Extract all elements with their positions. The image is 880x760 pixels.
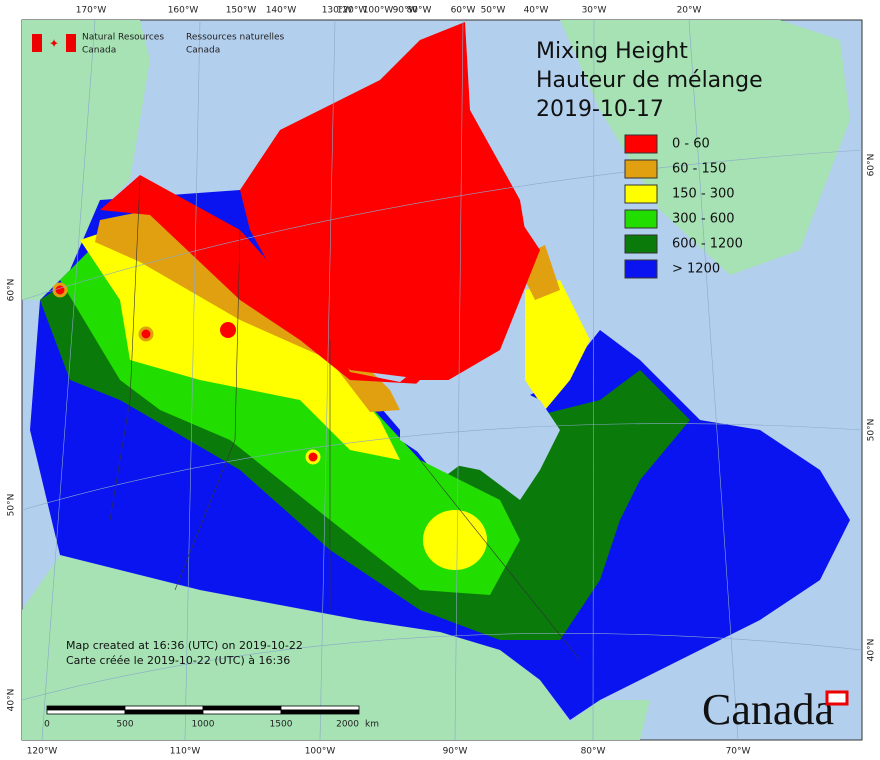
scale-segment bbox=[202, 705, 282, 711]
longitude-label: 150°W bbox=[226, 6, 257, 16]
scale-segment bbox=[124, 709, 204, 715]
title: Hauteur de mélange bbox=[536, 68, 763, 93]
legend-swatch bbox=[624, 259, 658, 279]
legend-swatch bbox=[624, 184, 658, 204]
longitude-label: 70°W bbox=[726, 747, 751, 757]
footer: Map created at 16:36 (UTC) on 2019-10-22 bbox=[66, 639, 303, 652]
org-fr: Ressources naturelles bbox=[186, 33, 285, 43]
scale-segment bbox=[124, 705, 204, 711]
longitude-label: 140°W bbox=[266, 6, 297, 16]
scale-segment bbox=[280, 709, 360, 715]
scale-label: 500 bbox=[116, 720, 133, 730]
scale-segment bbox=[202, 709, 282, 715]
graticule bbox=[21, 19, 863, 741]
legend-label: > 1200 bbox=[672, 262, 720, 277]
longitude-label: 90°W bbox=[443, 747, 468, 757]
longitude-label: 120°W bbox=[337, 6, 368, 16]
latitude-label: 60°N bbox=[7, 279, 17, 302]
longitude-label: 80°W bbox=[407, 6, 432, 16]
logo: Canada bbox=[702, 685, 834, 734]
longitude-label: 90°W bbox=[393, 6, 418, 16]
longitude-label: 30°W bbox=[582, 6, 607, 16]
legend-swatch bbox=[624, 134, 658, 154]
latitude-label: 40°N bbox=[867, 639, 877, 662]
org-fr: Canada bbox=[186, 46, 220, 56]
scale-bar: 0 500 1000 1500 2000 km bbox=[44, 705, 379, 730]
latitude-label: 50°N bbox=[867, 419, 877, 442]
longitude-label: 120°W bbox=[27, 747, 58, 757]
flag-leaf: ✦ bbox=[49, 37, 59, 51]
latitude-label: 60°N bbox=[867, 154, 877, 177]
org-en: Canada bbox=[82, 46, 116, 56]
longitude-label: 110°W bbox=[170, 747, 201, 757]
scale-segment bbox=[46, 705, 126, 711]
scale-label: 1000 bbox=[192, 720, 215, 730]
longitude-label: 130°W bbox=[322, 6, 353, 16]
legend-label: 60 - 150 bbox=[672, 162, 726, 177]
longitude-label: 160°W bbox=[168, 6, 199, 16]
flag-bar bbox=[32, 34, 42, 52]
legend-label: 150 - 300 bbox=[672, 187, 735, 202]
title: Mixing Height bbox=[536, 39, 688, 64]
longitude-label: 20°W bbox=[677, 6, 702, 16]
longitude-label: 100°W bbox=[363, 6, 394, 16]
legend-swatch bbox=[624, 234, 658, 254]
scale-label: 1500 bbox=[270, 720, 293, 730]
longitude-label: 50°W bbox=[481, 6, 506, 16]
latitude-label: 40°N bbox=[7, 689, 17, 712]
title: 2019-10-17 bbox=[536, 97, 664, 122]
scale-segment bbox=[46, 709, 126, 715]
org-en: Natural Resources bbox=[82, 33, 164, 43]
legend-label: 600 - 1200 bbox=[672, 237, 743, 252]
flag-bar bbox=[66, 34, 76, 52]
legend: 0 - 60 60 - 150 150 - 300 300 - 600 600 - 12… bbox=[624, 134, 743, 279]
legend-label: 300 - 600 bbox=[672, 212, 735, 227]
longitude-label: 170°W bbox=[76, 6, 107, 16]
footer: Carte créée le 2019-10-22 (UTC) à 16:36 bbox=[66, 654, 290, 667]
latitude-label: 50°N bbox=[7, 494, 17, 517]
scale-label: 0 bbox=[44, 720, 50, 730]
longitude-label: 80°W bbox=[581, 747, 606, 757]
land bbox=[22, 20, 850, 740]
legend-swatch bbox=[624, 159, 658, 179]
scale-unit: km bbox=[365, 720, 379, 730]
longitude-label: 100°W bbox=[305, 747, 336, 757]
logo-flag bbox=[825, 690, 849, 706]
scale-label: 2000 bbox=[336, 720, 359, 730]
legend-swatch bbox=[624, 209, 658, 229]
legend-label: 0 - 60 bbox=[672, 137, 710, 152]
longitude-label: 40°W bbox=[524, 6, 549, 16]
longitude-label: 60°W bbox=[451, 6, 476, 16]
scale-segment bbox=[280, 705, 360, 711]
